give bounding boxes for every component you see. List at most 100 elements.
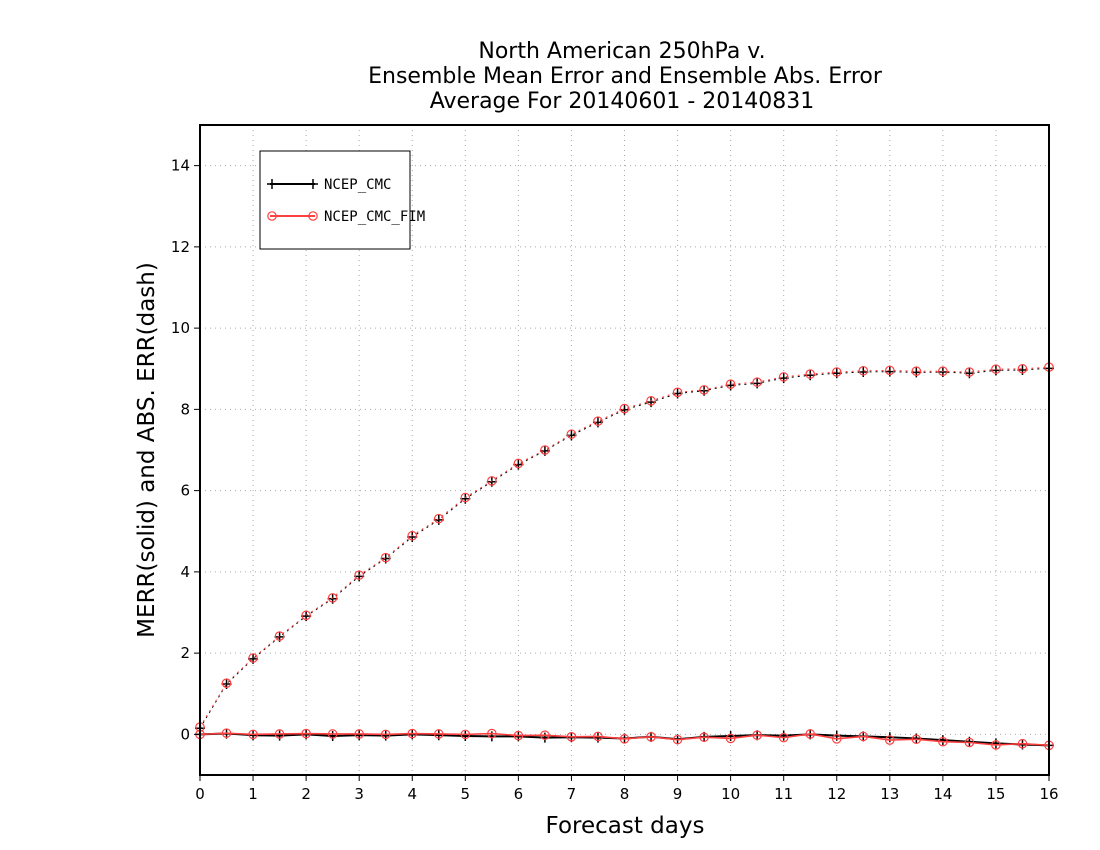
abs-err-point <box>487 476 497 486</box>
merr-point <box>513 730 524 741</box>
abs-err-point <box>858 365 869 376</box>
abs-err-point <box>540 445 550 455</box>
abs-err-point <box>1017 363 1028 374</box>
y-tick-label: 6 <box>180 482 190 500</box>
merr-point <box>964 737 975 748</box>
abs-err-point <box>221 678 232 688</box>
x-axis-label: Forecast days <box>546 813 705 839</box>
x-tick-label: 13 <box>880 785 899 803</box>
x-tick-label: 12 <box>827 785 846 803</box>
merr-point <box>380 729 391 740</box>
merr-point <box>991 740 1001 750</box>
y-tick-label: 8 <box>180 400 190 418</box>
abs-err-point <box>991 364 1001 374</box>
y-axis: 0 2 4 6 8 10 12 14 <box>171 157 200 743</box>
chart-title: North American 250hPa v. Ensemble Mean E… <box>368 39 883 114</box>
legend-label: NCEP_CMC_FIM <box>324 209 425 225</box>
merr-point <box>699 732 709 743</box>
abs-err-point <box>964 367 975 377</box>
legend-marker <box>267 179 277 189</box>
merr-point <box>354 729 364 739</box>
legend-marker <box>308 179 318 189</box>
merr-point <box>433 729 444 739</box>
merr-point <box>831 734 842 744</box>
merr-line <box>199 732 1050 747</box>
merr-point <box>593 731 603 742</box>
chart-title-line-2: Ensemble Mean Error and Ensemble Abs. Er… <box>368 64 883 89</box>
merr-point <box>248 729 258 740</box>
abs-err-point <box>911 366 922 376</box>
merr-point <box>805 729 816 739</box>
merr-point <box>460 731 471 741</box>
merr-point <box>885 735 895 745</box>
abs-err-point <box>433 513 444 524</box>
x-tick-label: 5 <box>461 785 471 803</box>
abs-err-point <box>407 530 418 541</box>
abs-err-line <box>199 367 1050 729</box>
legend-marker <box>267 211 277 221</box>
merr-point <box>1017 738 1028 749</box>
x-tick-label: 10 <box>721 785 740 803</box>
merr-point <box>274 730 285 741</box>
x-tick-label: 15 <box>986 785 1005 803</box>
merr-point <box>725 733 736 744</box>
merr-point <box>487 728 497 739</box>
merr-point <box>672 734 683 745</box>
chart-title-line-1: North American 250hPa v. <box>478 39 765 64</box>
y-tick-label: 2 <box>180 644 190 662</box>
plot-data <box>195 362 1054 751</box>
legend: NCEP_CMC NCEP_CMC_FIM <box>259 150 425 250</box>
abs-err-point <box>672 387 683 398</box>
x-tick-label: 11 <box>774 785 793 803</box>
legend-marker <box>308 211 318 221</box>
abs-err-point <box>778 372 789 382</box>
legend-label: NCEP_CMC <box>324 177 391 193</box>
merr-point <box>911 734 922 745</box>
x-tick-label: 4 <box>407 785 417 803</box>
merr-point <box>301 728 311 739</box>
y-tick-label: 4 <box>180 563 190 581</box>
abs-err-line <box>199 366 1050 728</box>
abs-err-point <box>725 379 736 389</box>
x-tick-label: 3 <box>354 785 364 803</box>
grid <box>200 125 1049 775</box>
abs-err-point <box>805 369 816 379</box>
y-tick-label: 12 <box>171 238 190 256</box>
x-tick-label: 14 <box>933 785 952 803</box>
x-axis: 0 1 2 3 4 5 6 7 8 9 10 11 12 13 14 15 16 <box>195 775 1059 803</box>
merr-point <box>327 729 338 739</box>
x-tick-label: 7 <box>567 785 577 803</box>
merr-point <box>407 728 418 739</box>
merr-point <box>221 728 232 738</box>
merr-point <box>460 729 471 740</box>
series-NCEP_CMC <box>195 363 1054 751</box>
abs-err-point <box>248 653 258 663</box>
abs-err-point <box>699 385 709 395</box>
legend-box <box>259 150 411 250</box>
abs-err-point <box>513 458 524 469</box>
abs-err-point <box>354 570 364 580</box>
y-axis-label: MERR(solid) and ABS. ERR(dash) <box>134 262 160 638</box>
y-tick-label: 14 <box>171 157 190 175</box>
x-tick-label: 8 <box>620 785 630 803</box>
merr-point <box>619 734 630 744</box>
merr-point <box>938 736 948 747</box>
abs-err-point <box>460 492 471 503</box>
merr-point <box>937 735 948 746</box>
merr-point <box>990 738 1001 749</box>
chart-title-line-3: Average For 20140601 - 20140831 <box>430 89 815 114</box>
abs-err-point <box>646 396 656 406</box>
abs-err-point <box>593 416 603 426</box>
merr-point <box>752 730 762 740</box>
x-tick-label: 9 <box>673 785 683 803</box>
x-tick-label: 2 <box>301 785 311 803</box>
abs-err-point <box>301 610 311 621</box>
legend-item: NCEP_CMC <box>267 177 391 193</box>
abs-err-point <box>327 593 338 603</box>
merr-point <box>858 731 869 742</box>
legend-item: NCEP_CMC_FIM <box>267 209 425 225</box>
abs-err-point <box>619 403 630 414</box>
abs-err-point <box>831 367 842 377</box>
merr-point <box>274 729 285 739</box>
